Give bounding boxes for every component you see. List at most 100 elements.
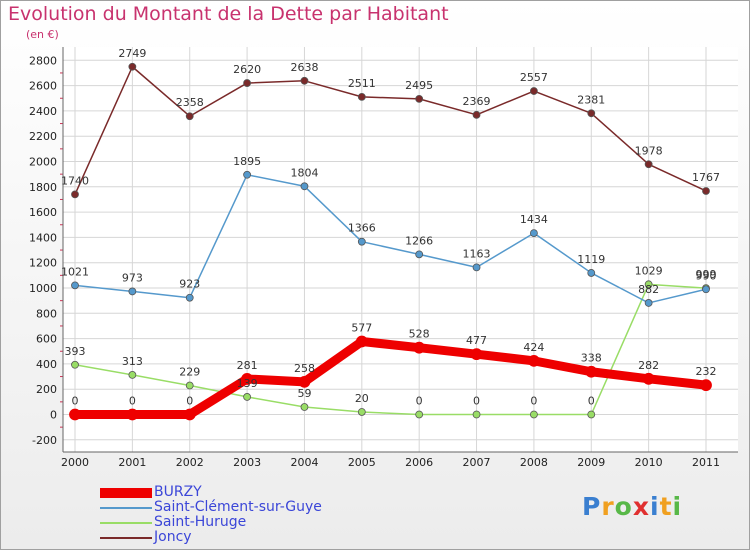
legend-label-joncy: Joncy <box>154 529 192 545</box>
data-label: 0 <box>416 395 423 408</box>
legend-swatch-joncy <box>100 537 152 539</box>
y-tick-label: 2800 <box>29 54 57 67</box>
data-label: 0 <box>129 395 136 408</box>
data-label: 338 <box>581 352 602 365</box>
y-tick-label: 600 <box>36 333 57 346</box>
data-point <box>530 87 538 95</box>
x-tick-label: 2005 <box>348 456 376 469</box>
data-point <box>300 182 309 191</box>
x-tick-label: 2006 <box>405 456 433 469</box>
data-point <box>700 379 712 392</box>
data-point <box>415 94 424 103</box>
series-line-burzy <box>70 337 711 419</box>
data-label: 1978 <box>635 144 663 157</box>
x-tick-label: 2007 <box>463 456 491 469</box>
data-point <box>243 170 251 179</box>
data-label: 973 <box>122 271 143 284</box>
data-label: 229 <box>179 366 200 379</box>
y-tick-label: 1000 <box>29 282 57 295</box>
data-label: 0 <box>530 395 537 408</box>
data-point <box>241 373 253 385</box>
data-point <box>587 269 596 277</box>
data-label: 477 <box>466 334 487 347</box>
x-tick-label: 2000 <box>61 456 89 469</box>
y-tick-label: 400 <box>36 358 57 371</box>
data-point <box>644 280 653 289</box>
data-label: 999 <box>696 268 717 281</box>
series-line-joncy <box>74 66 707 196</box>
logo-letter: t <box>659 492 673 521</box>
data-label: 424 <box>523 341 544 354</box>
data-point <box>702 187 710 195</box>
data-label: 1804 <box>290 166 318 179</box>
data-point <box>528 354 540 367</box>
data-label: 2369 <box>463 95 491 108</box>
x-tick-label: 2009 <box>577 456 605 469</box>
chart-title: Evolution du Montant de la Dette par Hab… <box>8 3 449 25</box>
y-tick-label: -200 <box>32 434 57 447</box>
data-label: 2749 <box>118 47 146 60</box>
data-point <box>300 76 309 85</box>
data-label: 282 <box>638 359 659 372</box>
x-tick-label: 2008 <box>520 456 548 469</box>
y-tick-label: 0 <box>50 409 57 422</box>
data-label: 1366 <box>348 222 376 235</box>
data-label: 313 <box>122 355 143 368</box>
data-point <box>128 371 137 379</box>
data-label: 281 <box>237 359 258 372</box>
data-point <box>355 335 368 348</box>
data-point <box>183 408 196 421</box>
y-tick-label: 1200 <box>29 257 57 270</box>
data-label: 1029 <box>635 264 663 277</box>
proxiti-logo: Proxiti <box>582 492 682 521</box>
data-label: 577 <box>351 322 372 335</box>
data-point <box>702 285 710 294</box>
y-tick-label: 200 <box>36 383 57 396</box>
legend-swatch-saint-huruge <box>100 522 152 524</box>
data-labels: 0 0 0 281 258 577 528 477 424 338 282 232 1021 973 923… <box>61 47 720 408</box>
data-point <box>587 109 596 118</box>
x-tick-label: 2002 <box>176 456 204 469</box>
data-point <box>642 372 655 385</box>
data-label: 0 <box>186 395 193 408</box>
data-point <box>530 410 538 419</box>
data-label: 1895 <box>233 155 261 168</box>
data-point <box>185 112 194 121</box>
series-line-saint-cl-ment-sur-guye <box>74 174 707 304</box>
logo-letter: o <box>614 492 633 521</box>
y-tick-label: 2400 <box>29 105 57 118</box>
data-label: 1767 <box>692 171 720 184</box>
data-label: 2620 <box>233 63 261 76</box>
data-label: 59 <box>297 387 311 400</box>
x-tick-label: 2003 <box>233 456 261 469</box>
logo-letter: r <box>601 492 615 521</box>
data-point <box>472 263 481 272</box>
data-label: 528 <box>409 328 430 341</box>
data-point <box>357 237 366 246</box>
data-point <box>357 92 366 101</box>
data-point <box>71 360 79 369</box>
data-label: 2638 <box>290 61 318 74</box>
data-label: 1021 <box>61 265 89 278</box>
legend-label-burzy: BURZY <box>154 484 202 500</box>
data-point <box>71 190 79 199</box>
data-point <box>185 381 194 390</box>
data-point <box>69 408 81 421</box>
data-label: 0 <box>473 395 480 408</box>
y-tick-label: 2200 <box>29 130 57 143</box>
x-tick-label: 2011 <box>692 456 720 469</box>
data-point <box>585 365 598 378</box>
data-label: 990 <box>696 269 717 282</box>
legend-swatch-burzy <box>100 488 152 498</box>
data-label: 393 <box>65 345 86 358</box>
data-point <box>644 160 653 169</box>
logo-letter: i <box>672 492 683 521</box>
data-point <box>357 408 366 416</box>
data-point <box>71 281 79 290</box>
x-tick-label: 2010 <box>635 456 663 469</box>
data-point <box>300 403 309 411</box>
data-point <box>470 348 483 361</box>
data-label: 232 <box>696 365 717 378</box>
y-tick-label: 2000 <box>29 156 57 169</box>
data-point <box>128 287 137 296</box>
